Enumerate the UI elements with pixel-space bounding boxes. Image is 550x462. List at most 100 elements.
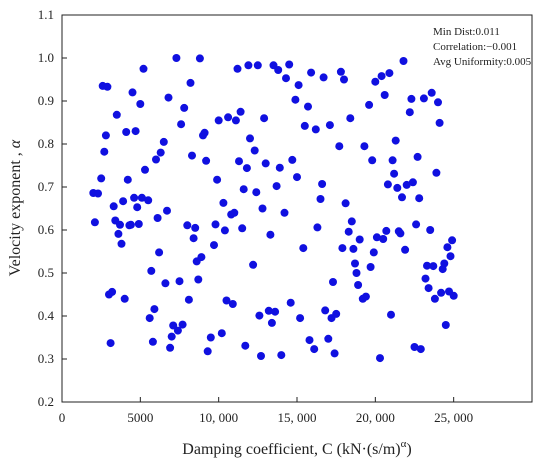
data-point xyxy=(300,121,309,130)
data-point xyxy=(347,217,356,226)
y-tick-label: 0.9 xyxy=(38,93,54,108)
data-point xyxy=(222,296,231,305)
data-point xyxy=(264,306,273,315)
data-point xyxy=(407,94,416,103)
data-point xyxy=(253,61,262,70)
data-point xyxy=(338,244,347,253)
data-point xyxy=(258,204,267,213)
data-point xyxy=(112,110,121,119)
data-point xyxy=(213,175,222,184)
data-point xyxy=(286,298,295,307)
y-axis-title: Velocity exponent , α xyxy=(7,139,24,276)
data-point xyxy=(147,266,156,275)
data-point xyxy=(413,152,422,161)
data-point xyxy=(272,182,281,191)
data-point xyxy=(152,155,160,164)
y-tick-label: 1.0 xyxy=(38,50,54,65)
data-point xyxy=(361,292,370,301)
data-point xyxy=(401,245,410,254)
data-point xyxy=(446,252,455,261)
data-point xyxy=(365,100,374,109)
data-point xyxy=(126,220,135,229)
data-point xyxy=(100,147,109,156)
data-point xyxy=(144,196,153,205)
data-point xyxy=(163,206,171,215)
data-point xyxy=(255,311,264,320)
data-point xyxy=(349,244,358,253)
data-point xyxy=(280,208,289,217)
data-point xyxy=(423,261,431,270)
x-axis-title-main: Damping coefficient, C (kN·(s/m) xyxy=(182,441,400,458)
data-point xyxy=(206,333,215,342)
data-point xyxy=(164,93,173,102)
data-point xyxy=(116,220,124,229)
data-point xyxy=(159,137,168,146)
data-point xyxy=(325,121,334,130)
data-point xyxy=(288,155,297,164)
data-point xyxy=(427,88,436,97)
data-point xyxy=(294,81,303,90)
data-point xyxy=(437,288,446,297)
data-point xyxy=(379,235,388,243)
data-point xyxy=(435,118,444,127)
data-point xyxy=(156,148,165,157)
data-point xyxy=(210,241,218,250)
data-point xyxy=(277,351,286,360)
data-point xyxy=(172,54,181,62)
data-point xyxy=(285,60,294,69)
data-point xyxy=(318,180,327,188)
annotation-box: Min Dist:0.011 Correlation:−0.001 Avg Un… xyxy=(433,26,532,68)
data-point xyxy=(387,310,395,319)
data-point xyxy=(368,156,377,165)
data-point xyxy=(228,300,237,308)
x-tick-label: 20, 000 xyxy=(356,410,395,425)
data-point xyxy=(313,223,322,232)
data-point xyxy=(336,67,345,76)
data-point xyxy=(150,305,159,314)
data-point xyxy=(432,168,441,177)
data-point xyxy=(173,326,182,335)
data-point xyxy=(271,307,280,316)
data-point xyxy=(108,287,117,296)
data-point xyxy=(282,74,290,83)
data-point xyxy=(166,343,175,352)
data-point xyxy=(122,128,131,136)
data-point xyxy=(449,291,458,300)
data-point xyxy=(355,235,364,244)
data-point xyxy=(305,336,314,345)
y-tick-label: 0.4 xyxy=(38,308,55,323)
data-point xyxy=(372,233,381,242)
data-point xyxy=(260,114,269,123)
data-point xyxy=(134,220,143,228)
data-point xyxy=(197,253,206,262)
data-point xyxy=(316,195,325,203)
data-point xyxy=(415,194,424,203)
data-point xyxy=(329,278,337,286)
data-point xyxy=(321,306,330,315)
data-point xyxy=(330,349,339,358)
x-tick-label: 10, 000 xyxy=(199,410,238,425)
y-tick-label: 0.7 xyxy=(38,179,55,194)
data-point xyxy=(191,223,200,232)
data-point xyxy=(424,284,433,293)
data-point xyxy=(393,183,402,192)
data-point xyxy=(103,82,112,91)
y-tick-label: 0.3 xyxy=(38,351,54,366)
data-point xyxy=(244,61,253,70)
data-point xyxy=(257,352,265,360)
data-point xyxy=(307,68,316,77)
data-point xyxy=(332,309,341,318)
data-point xyxy=(377,72,386,81)
data-point xyxy=(231,116,240,125)
x-axis-title: Damping coefficient, C (kN·(s/m)α) xyxy=(182,438,411,458)
data-point xyxy=(267,318,276,327)
data-point xyxy=(106,339,115,348)
data-point xyxy=(200,128,209,137)
data-point xyxy=(335,142,344,151)
data-point xyxy=(194,275,203,284)
data-point xyxy=(141,165,149,174)
data-point xyxy=(319,73,328,82)
data-point xyxy=(128,88,137,97)
data-point xyxy=(249,260,258,269)
